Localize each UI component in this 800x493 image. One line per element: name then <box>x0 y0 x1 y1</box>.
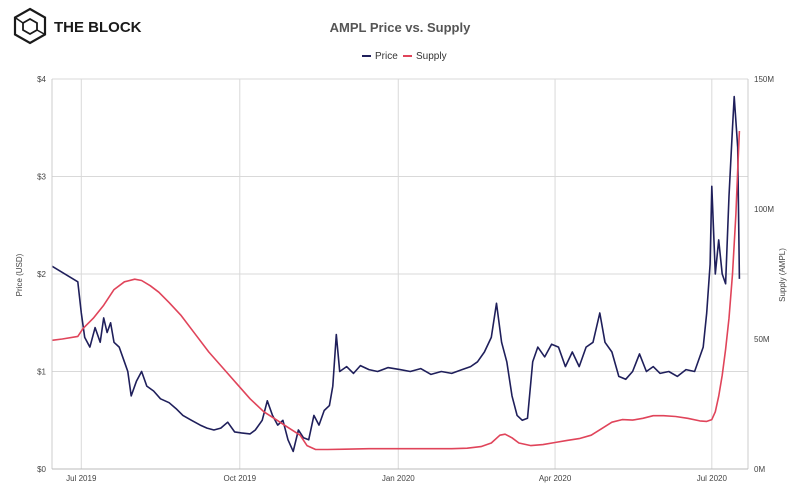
series-line-supply <box>51 130 741 451</box>
chart-title: AMPL Price vs. Supply <box>330 20 471 35</box>
x-tick-label: Jan 2020 <box>382 474 415 483</box>
y-left-tick-label: $0 <box>37 465 46 474</box>
legend-label-price[interactable]: Price <box>375 51 398 62</box>
x-tick-label: Apr 2020 <box>539 474 572 483</box>
y-right-tick-label: 100M <box>754 205 774 214</box>
x-tick-label: Jul 2020 <box>697 474 728 483</box>
y-right-tick-label: 0M <box>754 465 765 474</box>
y-left-tick-label: $4 <box>37 75 46 84</box>
y-right-tick-label: 50M <box>754 335 770 344</box>
y-left-tick-label: $3 <box>37 173 46 182</box>
y-right-tick-label: 150M <box>754 75 774 84</box>
x-tick-label: Oct 2019 <box>224 474 257 483</box>
series-line-price <box>51 95 741 453</box>
grid <box>52 78 748 470</box>
axes: $0 $1 $2 $3 $4 0M 50M 100M 150M Jul 2019 Oct 2019 J… <box>37 75 774 483</box>
y-axis-right-label: Supply (AMPL) <box>778 248 787 302</box>
brand-name: THE BLOCK <box>54 19 142 36</box>
y-axis-left-label: Price (USD) <box>15 253 24 296</box>
y-left-tick-label: $2 <box>37 270 46 279</box>
x-tick-label: Jul 2019 <box>66 474 97 483</box>
legend[interactable]: Price Supply <box>362 51 447 62</box>
y-left-tick-label: $1 <box>37 368 46 377</box>
plot-area <box>51 95 741 453</box>
cube-logo-icon <box>13 7 47 45</box>
legend-label-supply[interactable]: Supply <box>416 51 447 62</box>
